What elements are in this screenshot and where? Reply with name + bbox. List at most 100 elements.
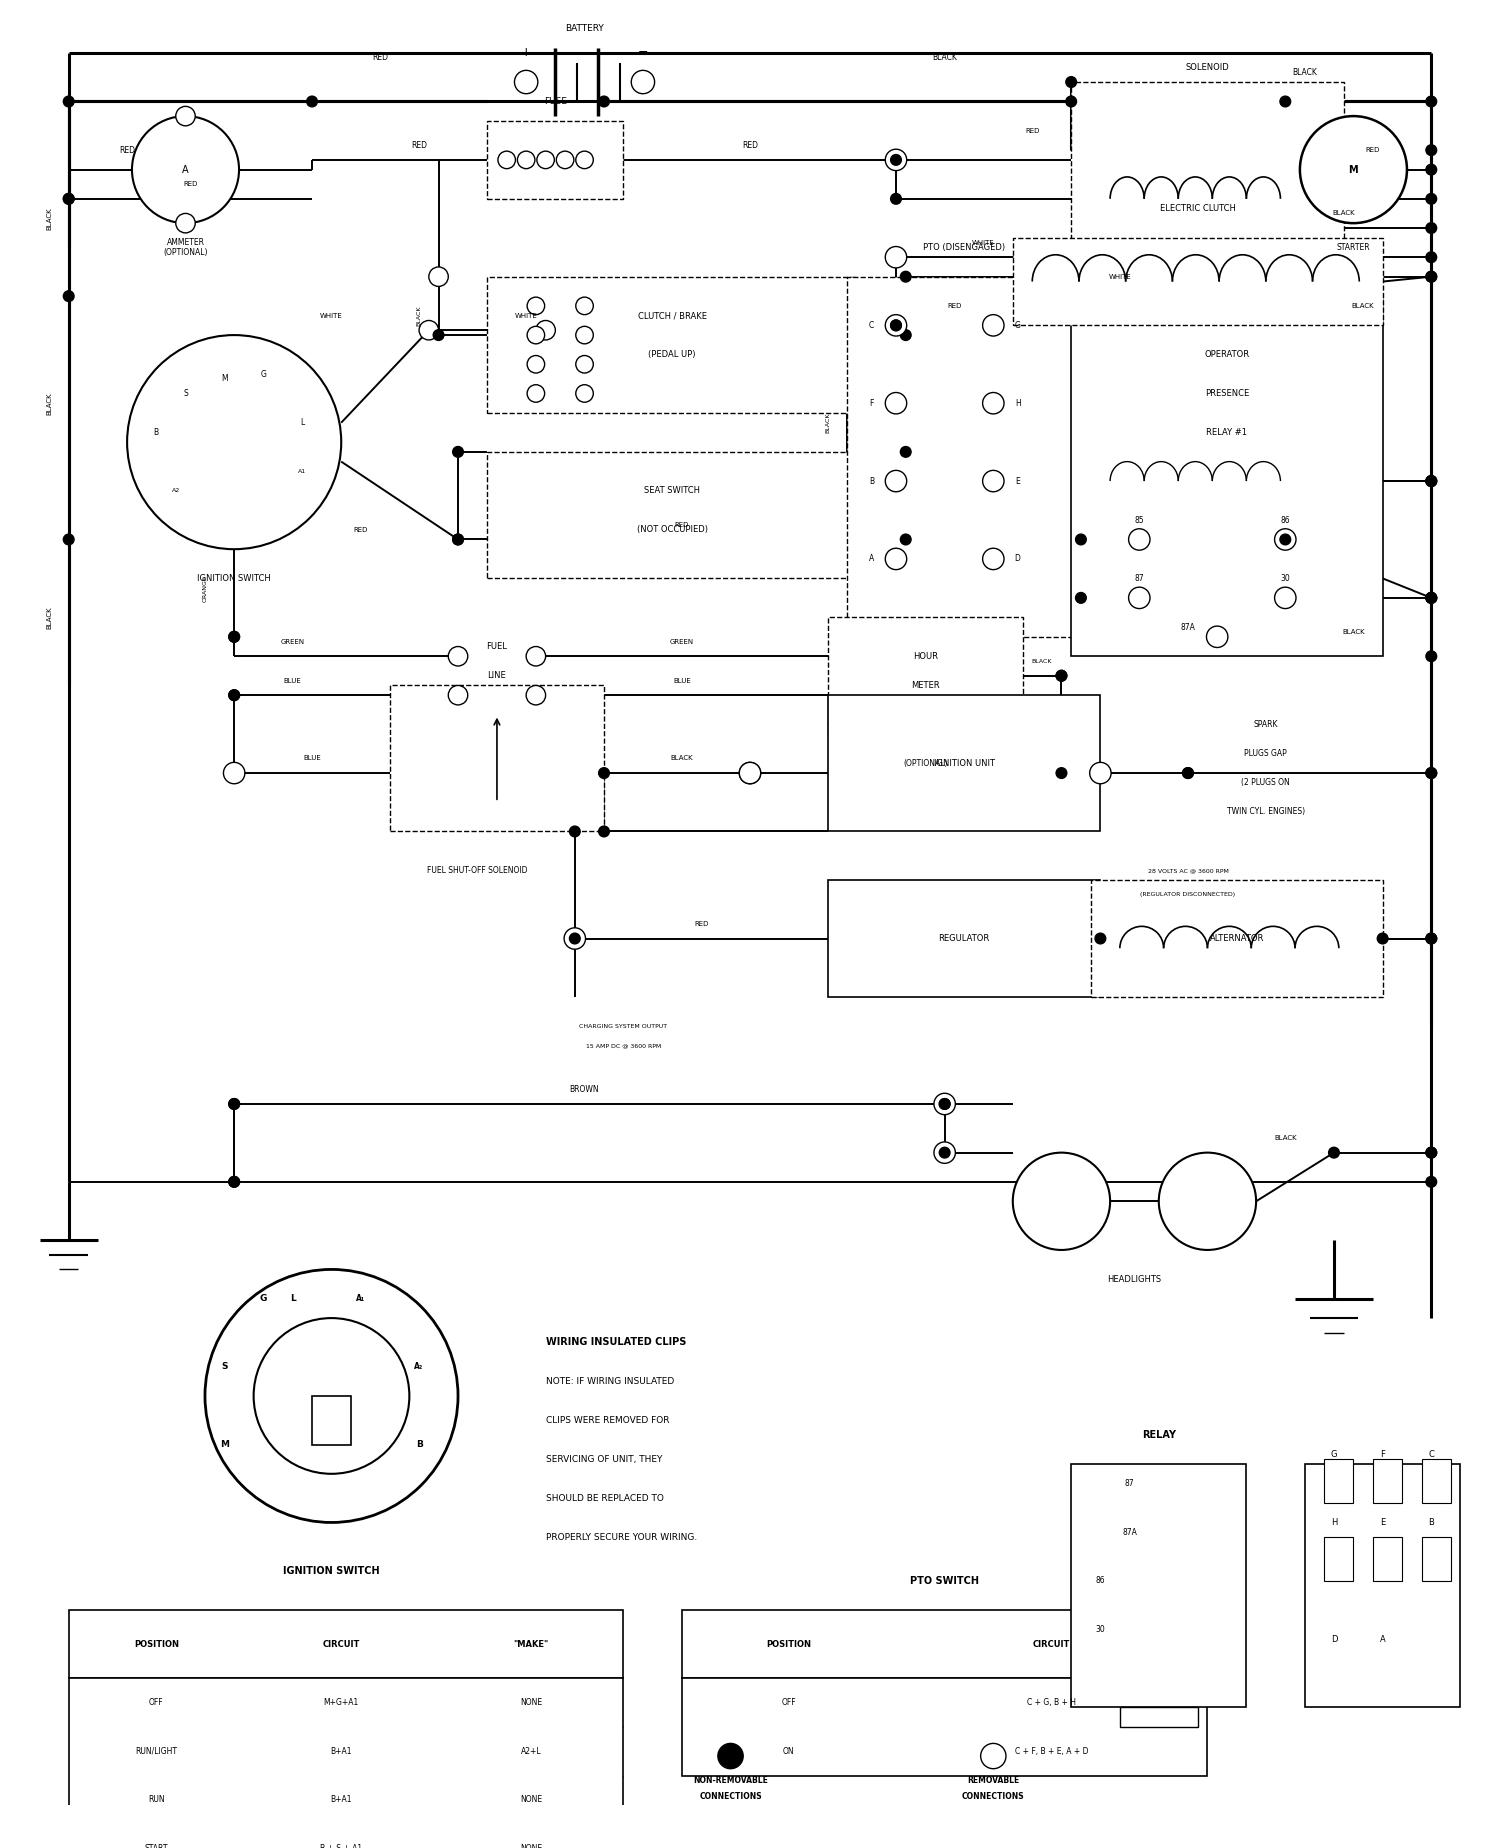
Text: POSITION: POSITION [134,1639,178,1648]
Circle shape [1426,96,1437,107]
Bar [1422,1538,1450,1580]
Bar [682,1610,1208,1678]
Bar [1071,1464,1246,1708]
Circle shape [230,632,240,641]
Text: H: H [1016,399,1020,408]
Text: −: − [638,46,648,59]
Text: BLACK: BLACK [417,305,422,325]
Text: (PEDAL UP): (PEDAL UP) [648,349,696,359]
Text: PTO SWITCH: PTO SWITCH [910,1576,980,1586]
Text: B: B [868,477,874,486]
Circle shape [939,1148,950,1159]
Circle shape [514,70,538,94]
Text: RED: RED [411,140,428,150]
Text: STARTER: STARTER [1336,242,1370,251]
Circle shape [556,152,574,168]
Text: E: E [1380,1517,1386,1526]
Circle shape [1426,933,1437,944]
Circle shape [1089,763,1112,784]
Text: RED: RED [372,54,388,63]
Text: CONNECTIONS: CONNECTIONS [962,1793,1024,1802]
Circle shape [1280,96,1290,107]
Circle shape [1426,144,1437,155]
Text: RED: RED [354,527,368,532]
Text: FUEL: FUEL [486,641,507,650]
Text: SOLENOID: SOLENOID [1185,63,1230,72]
Circle shape [891,194,902,203]
Text: 86: 86 [1095,1576,1106,1586]
Text: M: M [220,1440,230,1449]
Bar [488,453,856,578]
Bar [828,880,1101,996]
Text: WHITE: WHITE [320,312,344,318]
Circle shape [1426,272,1437,283]
Text: 87: 87 [1125,1478,1134,1488]
Circle shape [1426,194,1437,203]
Bar [1372,1538,1402,1580]
Text: BLACK: BLACK [1032,658,1052,663]
Bar [1071,81,1344,266]
Circle shape [526,355,544,373]
Text: (REGULATOR DISCONNECTED): (REGULATOR DISCONNECTED) [1140,893,1236,898]
Text: NONE: NONE [520,1698,542,1708]
Circle shape [1329,1148,1340,1159]
Text: 30: 30 [1095,1624,1106,1634]
Circle shape [982,549,1004,569]
Bar [1324,1538,1353,1580]
Circle shape [230,1098,240,1109]
Text: WHITE: WHITE [514,312,537,318]
Circle shape [900,534,910,545]
Circle shape [254,1318,410,1475]
Text: BLACK: BLACK [1342,628,1365,636]
Text: NONE: NONE [520,1796,542,1804]
Text: RUN: RUN [148,1796,165,1804]
Circle shape [526,384,544,403]
Text: E: E [1016,477,1020,486]
Text: M: M [1348,164,1358,174]
Text: BLACK: BLACK [1352,303,1374,309]
Bar [1372,1460,1402,1502]
Circle shape [598,767,609,778]
Text: C: C [868,322,874,329]
Text: A: A [868,554,874,564]
Text: 87: 87 [1134,575,1144,582]
Bar [1120,1708,1197,1726]
Circle shape [453,447,464,456]
Text: +: + [520,46,531,59]
Bar [682,1678,1208,1776]
Circle shape [1426,933,1437,944]
Circle shape [63,194,74,203]
Circle shape [63,290,74,301]
Circle shape [570,826,580,837]
Circle shape [885,549,906,569]
Circle shape [498,152,516,168]
Circle shape [576,355,594,373]
Bar [390,686,604,832]
Circle shape [230,689,240,700]
Text: CLIPS WERE REMOVED FOR: CLIPS WERE REMOVED FOR [546,1416,669,1425]
Text: LINE: LINE [488,671,507,680]
Text: 87A: 87A [1122,1528,1137,1538]
Text: RED: RED [183,181,198,187]
Text: RED: RED [742,140,758,150]
Text: ALTERNATOR: ALTERNATOR [1209,933,1264,942]
Text: REGULATOR: REGULATOR [939,933,990,942]
Circle shape [939,1098,950,1109]
Circle shape [982,314,1004,336]
Circle shape [885,246,906,268]
Circle shape [576,384,594,403]
Text: FUSE: FUSE [544,96,567,105]
Text: POSITION: POSITION [766,1639,812,1648]
Text: BLACK: BLACK [1293,68,1317,78]
Text: RELAY #1: RELAY #1 [1206,429,1248,436]
Circle shape [1128,529,1150,551]
Text: SHOULD BE REPLACED TO: SHOULD BE REPLACED TO [546,1493,663,1502]
Text: 15 AMP DC @ 3600 RPM: 15 AMP DC @ 3600 RPM [586,1042,662,1048]
Circle shape [900,272,910,283]
Text: NON-REMOVABLE: NON-REMOVABLE [693,1776,768,1785]
Text: NONE: NONE [520,1844,542,1848]
Circle shape [1182,767,1194,778]
Text: BLUE: BLUE [303,756,321,761]
Text: BLACK: BLACK [1332,211,1354,216]
Circle shape [224,763,245,784]
